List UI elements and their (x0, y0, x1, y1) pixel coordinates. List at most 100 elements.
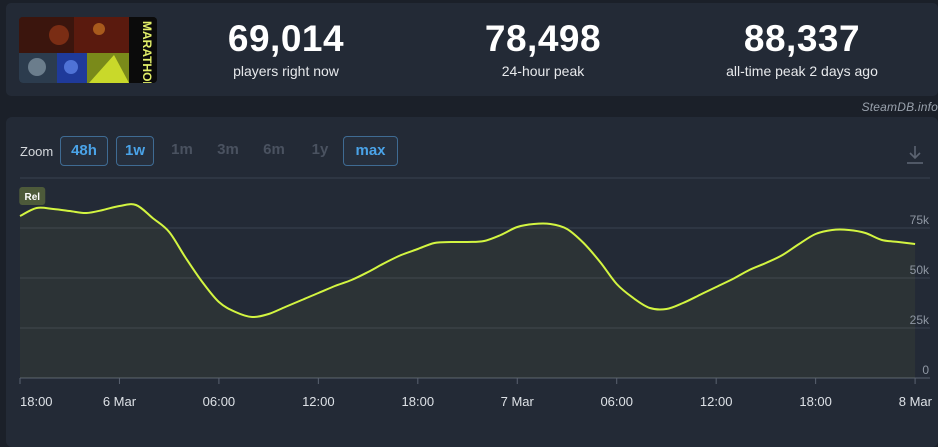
stat-value: 69,014 (227, 18, 345, 59)
data-point (814, 232, 818, 236)
data-point (582, 241, 586, 245)
data-point (234, 310, 238, 314)
x-tick-label: 12:00 (700, 394, 733, 409)
data-point (51, 207, 55, 211)
annotation-layer: Rel (19, 187, 46, 205)
stat-value: 88,337 (743, 18, 861, 59)
zoom-3m-button[interactable]: 3m (217, 141, 239, 158)
data-point (747, 268, 751, 272)
data-point (18, 214, 22, 218)
data-point (847, 228, 851, 232)
data-point (333, 284, 337, 288)
data-point (449, 240, 453, 244)
y-tick-label: 25k (910, 313, 930, 327)
data-point (532, 222, 536, 226)
data-point (648, 306, 652, 310)
zoom-1m-button[interactable]: 1m (171, 141, 193, 158)
game-thumbnail[interactable]: MARATHON (19, 17, 157, 83)
data-point (731, 277, 735, 281)
data-point (399, 253, 403, 257)
x-tick-label: 06:00 (203, 394, 236, 409)
data-point (631, 296, 635, 300)
data-point (664, 307, 668, 311)
data-point (35, 206, 39, 210)
zoom-max-button[interactable]: max (343, 136, 398, 166)
data-point (101, 208, 105, 212)
data-point (167, 230, 171, 234)
x-tick-label: 06:00 (600, 394, 633, 409)
data-point (880, 238, 884, 242)
stat-current-players: 69,014 players right now (166, 17, 406, 79)
grid-layer (20, 177, 930, 379)
zoom-1y-button[interactable]: 1y (311, 141, 329, 158)
zoom-48h-button[interactable]: 48h (60, 136, 108, 166)
data-point (316, 291, 320, 295)
x-tick-label: 12:00 (302, 394, 335, 409)
data-point (416, 247, 420, 251)
x-tick-label: 18:00 (402, 394, 435, 409)
x-tick-label: 18:00 (20, 394, 53, 409)
area-layer (18, 203, 917, 378)
data-point (714, 285, 718, 289)
x-tick-label: 6 Mar (103, 394, 137, 409)
zoom-6m-button[interactable]: 6m (263, 141, 285, 158)
data-point (217, 300, 221, 304)
data-point (515, 225, 519, 229)
data-point (267, 312, 271, 316)
data-point (68, 209, 72, 213)
steamdb-credit-link[interactable]: SteamDB.info (861, 100, 938, 114)
data-point (300, 298, 304, 302)
stats-panel: MARATHON 69,014 players right now 78,498… (6, 3, 938, 96)
data-point (84, 211, 88, 215)
data-point (499, 233, 503, 237)
data-point (598, 260, 602, 264)
y-tick-label: 0 (922, 363, 929, 377)
data-point (565, 227, 569, 231)
data-point (615, 282, 619, 286)
data-point (366, 270, 370, 274)
stat-24h-peak: 78,498 24-hour peak (423, 17, 663, 79)
zoom-1w-button[interactable]: 1w (116, 136, 154, 166)
data-point (283, 305, 287, 309)
x-tick-label: 18:00 (799, 394, 832, 409)
data-point (118, 204, 122, 208)
data-point (548, 222, 552, 226)
player-count-chart: 0 25k 50k 75k 18:00 6 Mar 06:00 12:00 18:00 7 Mar… (18, 177, 933, 409)
data-point (863, 231, 867, 235)
stat-all-time-peak: 88,337 all-time peak 2 days ago (682, 17, 922, 79)
data-point (681, 301, 685, 305)
data-point (830, 228, 834, 232)
data-point (350, 278, 354, 282)
data-point (184, 256, 188, 260)
stat-label: 24-hour peak (501, 63, 585, 79)
data-point (151, 216, 155, 220)
series-line-players (19, 203, 916, 319)
stat-label: players right now (233, 63, 339, 79)
data-point (913, 242, 917, 246)
zoom-label: Zoom (20, 144, 54, 159)
data-point (383, 261, 387, 265)
data-point (764, 261, 768, 265)
x-tick-label: 8 Mar (899, 394, 933, 409)
data-point (781, 253, 785, 257)
data-point (797, 242, 801, 246)
thumbnail-art: MARATHON (19, 17, 157, 83)
annotation-label: Rel (24, 192, 40, 203)
x-tick-label: 7 Mar (501, 394, 535, 409)
download-icon-graphic (907, 146, 923, 164)
download-icon[interactable] (906, 145, 924, 170)
data-point (432, 241, 436, 245)
data-point (466, 240, 470, 244)
axis-layer: 0 25k 50k 75k 18:00 6 Mar 06:00 12:00 18:00 7 Mar… (19, 213, 933, 409)
data-point (482, 239, 486, 243)
data-point (250, 315, 254, 319)
stat-value: 78,498 (484, 18, 602, 59)
thumbnail-title: MARATHON (140, 21, 154, 83)
stat-label: all-time peak 2 days ago (726, 63, 878, 79)
data-point (134, 203, 138, 207)
data-point (897, 240, 901, 244)
y-tick-label: 50k (910, 263, 930, 277)
data-point (200, 280, 204, 284)
series-area-fill (20, 204, 916, 378)
annotation-badge[interactable] (19, 187, 46, 205)
